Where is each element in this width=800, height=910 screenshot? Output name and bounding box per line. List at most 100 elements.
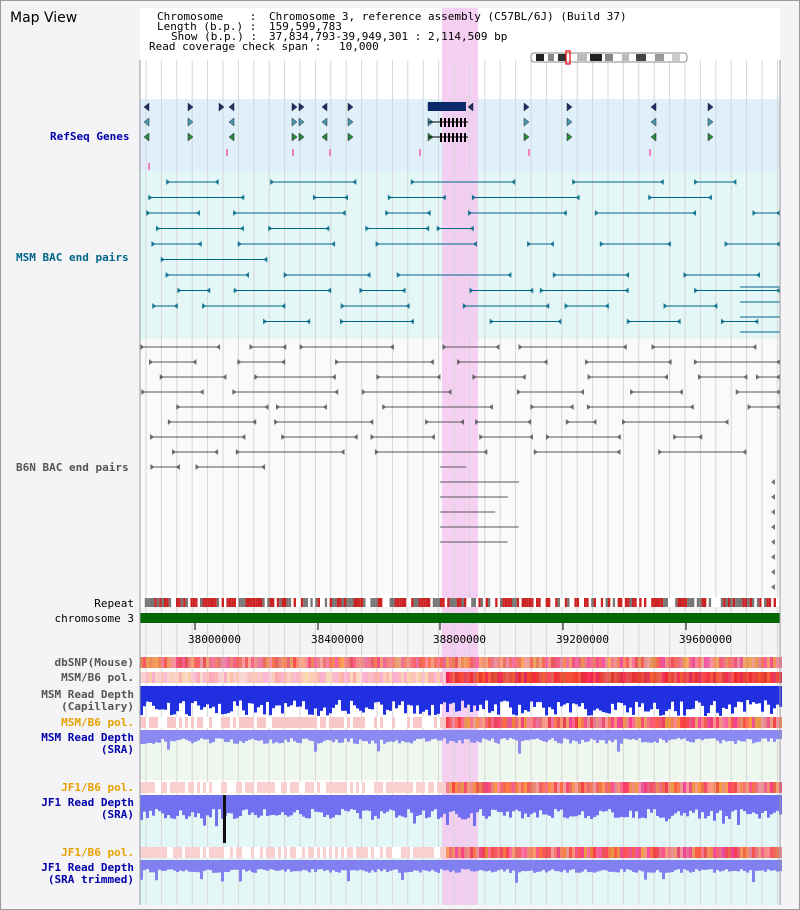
depth-bar	[374, 730, 377, 744]
repeat-cell	[756, 598, 760, 607]
depth-bar	[332, 795, 335, 818]
track-label-msm-b6-pol-sra[interactable]: MSM/B6 pol.	[61, 716, 134, 729]
heat-cell	[518, 717, 521, 728]
heat-cell	[455, 717, 458, 728]
heat-cell	[266, 717, 269, 728]
depth-bar	[179, 860, 182, 871]
heat-cell	[362, 717, 365, 728]
heat-cell	[467, 672, 470, 683]
heat-cell	[665, 672, 668, 683]
heat-cell	[584, 672, 587, 683]
depth-bar	[323, 730, 326, 741]
heat-cell	[743, 672, 746, 683]
depth-bar	[458, 860, 461, 873]
depth-bar	[479, 860, 482, 870]
depth-bar	[371, 686, 374, 710]
bac-end-glyph	[299, 344, 304, 350]
repeat-cell	[332, 598, 335, 607]
depth-bar	[371, 795, 374, 820]
heat-cell	[473, 847, 476, 858]
depth-bar	[404, 795, 407, 818]
depth-bar	[551, 860, 554, 870]
ideogram-band	[577, 54, 587, 61]
heat-cell	[584, 717, 587, 728]
depth-bar	[254, 686, 257, 713]
heat-cell	[341, 847, 344, 858]
repeat-cell	[406, 598, 409, 607]
repeat-cell	[694, 598, 697, 607]
heat-cell	[764, 847, 767, 858]
track-label-jf1-b6-pol-2[interactable]: JF1/B6 pol.	[61, 846, 134, 859]
depth-bar	[314, 686, 317, 709]
track-label-jf1-b6-pol[interactable]: JF1/B6 pol.	[61, 781, 134, 794]
heat-cell	[197, 672, 200, 683]
track-label-refseq[interactable]: RefSeq Genes	[50, 130, 130, 143]
bac-end-glyph	[658, 449, 663, 455]
depth-bar	[263, 860, 266, 870]
repeat-cell	[284, 598, 287, 607]
track-label-dbsnp[interactable]: dbSNP(Mouse)	[54, 656, 134, 669]
heat-cell	[392, 717, 395, 728]
depth-bar	[299, 686, 302, 707]
heat-cell	[437, 782, 440, 793]
depth-bar	[323, 686, 326, 708]
bac-end-glyph	[335, 359, 340, 365]
depth-bar	[353, 795, 356, 810]
heat-cell	[641, 672, 644, 683]
heat-cell	[536, 672, 539, 683]
repeat-cell	[428, 598, 431, 607]
depth-bar	[746, 795, 749, 815]
heat-cell	[305, 847, 308, 858]
track-label-msm-bac[interactable]: MSM BAC end pairs	[16, 251, 129, 264]
depth-bar	[188, 730, 191, 742]
repeat-cell	[502, 598, 505, 607]
depth-bar	[164, 730, 167, 742]
track-label-jf1-read-depth-trim[interactable]: JF1 Read Depth	[41, 861, 134, 874]
depth-bar	[464, 860, 467, 870]
heat-cell	[635, 717, 638, 728]
heat-cell	[470, 717, 473, 728]
bac-end-glyph	[771, 569, 775, 575]
depth-bar	[305, 860, 308, 871]
heat-cell	[425, 672, 428, 683]
bac-end-glyph	[376, 374, 381, 380]
depth-bar	[203, 860, 206, 871]
track-label-b6n-bac[interactable]: B6N BAC end pairs	[16, 461, 129, 474]
heat-cell	[557, 717, 560, 728]
heat-cell	[422, 657, 425, 668]
track-label-jf1-read-depth[interactable]: JF1 Read Depth	[41, 796, 134, 809]
depth-spike	[223, 795, 226, 843]
repeat-cell	[524, 598, 527, 607]
depth-bar	[149, 686, 152, 703]
heat-cell	[404, 657, 407, 668]
heat-cell	[434, 847, 437, 858]
track-label-msm-read-depth-cap[interactable]: MSM Read Depth	[41, 688, 134, 701]
depth-bar	[470, 795, 473, 814]
depth-bar	[188, 686, 191, 716]
bac-end-glyph	[283, 272, 288, 278]
heat-cell	[557, 782, 560, 793]
depth-bar	[638, 686, 641, 707]
heat-cell	[524, 717, 527, 728]
track-label-msm-read-depth-sra[interactable]: MSM Read Depth	[41, 731, 134, 744]
heat-cell	[332, 847, 335, 858]
header-show-label: Show (b.p.) :	[171, 30, 258, 43]
heat-cell	[347, 717, 350, 728]
depth-bar	[203, 730, 206, 740]
heat-cell	[272, 657, 275, 668]
heat-cell	[389, 782, 392, 793]
depth-bar	[695, 686, 698, 701]
heat-cell	[281, 847, 284, 858]
depth-bar	[608, 730, 611, 741]
track-label-msm-b6-pol[interactable]: MSM/B6 pol.	[61, 671, 134, 684]
heat-cell	[602, 717, 605, 728]
depth-bar	[395, 686, 398, 709]
heat-cell	[632, 672, 635, 683]
depth-bar	[572, 860, 575, 870]
depth-bar	[683, 686, 686, 716]
heat-cell	[416, 672, 419, 683]
depth-bar	[521, 686, 524, 714]
depth-bar	[653, 860, 656, 873]
heat-cell	[524, 657, 527, 668]
